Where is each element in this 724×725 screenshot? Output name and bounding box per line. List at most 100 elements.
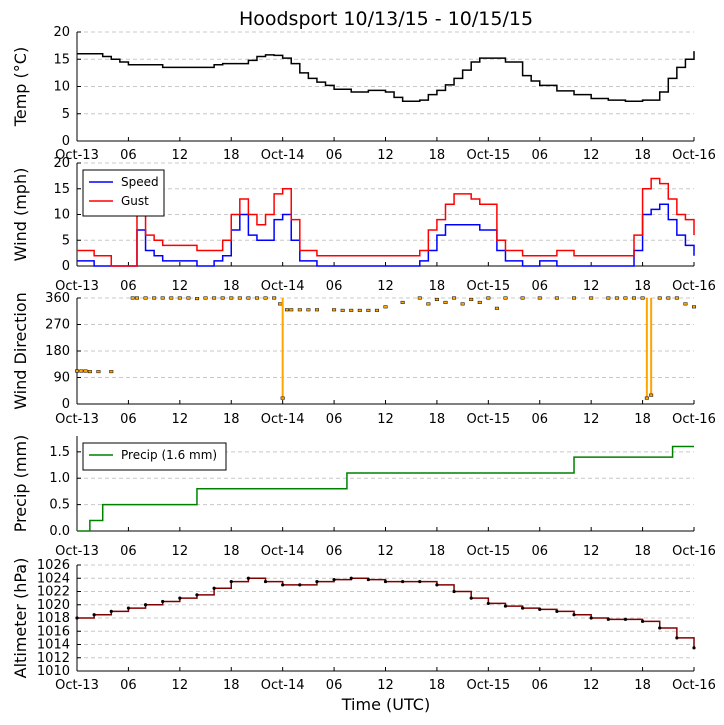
- altimeter-point: [332, 577, 336, 582]
- altimeter-xtick-label: Oct-14: [261, 678, 305, 693]
- precip-ytick-label: 0.5: [49, 498, 70, 513]
- altimeter-xtick-label: Oct-13: [55, 678, 99, 693]
- wind-ytick-label: 20: [53, 156, 70, 171]
- altimeter-xtick-label: 06: [326, 678, 343, 693]
- wind-xtick-label: 06: [326, 279, 343, 294]
- wind_dir-xtick-label: 18: [223, 412, 240, 427]
- wind-direction-point-fill: [195, 297, 199, 300]
- wind_dir-xtick-label: Oct-15: [466, 412, 510, 427]
- altimeter-point: [572, 613, 576, 617]
- wind-direction-point-fill: [658, 297, 662, 299]
- wind-xtick-label: 12: [583, 279, 600, 294]
- altimeter-xtick-label: 12: [377, 678, 394, 693]
- wind-panel: 0 5 10 15 20 Oct-13 06 12 18 Oct-14 06 12 18 Oct-15 06…: [11, 156, 716, 294]
- altimeter-point: [212, 586, 216, 590]
- wind-direction-point-fill: [521, 297, 525, 299]
- wind-direction-point-fill: [131, 297, 135, 299]
- wind-direction-point-fill: [285, 308, 289, 311]
- wind-direction-point-fill: [96, 370, 100, 373]
- temp-xtick-label: 12: [172, 148, 189, 163]
- altimeter-point: [263, 579, 268, 584]
- wind-direction-point-fill: [341, 309, 345, 312]
- wind-direction-point-fill: [418, 297, 422, 299]
- precip-ytick-label: 0.0: [49, 524, 70, 539]
- altimeter-point: [143, 603, 148, 607]
- wind_dir-xtick-label: Oct-16: [672, 412, 716, 427]
- wind_dir-ytick-label: 270: [45, 318, 70, 333]
- wind-direction-point-fill: [675, 297, 679, 299]
- wind-xtick-label: Oct-13: [55, 279, 99, 294]
- precip-ytick-label: 1.5: [49, 445, 70, 460]
- altimeter-xtick-label: 18: [429, 678, 446, 693]
- altimeter-point: [555, 609, 559, 613]
- wind_dir-ytick-label: 180: [45, 344, 70, 359]
- wind-y-axis-label: Wind (mph): [11, 168, 30, 262]
- wind-direction-point-fill: [401, 301, 405, 304]
- wind-direction-point-fill: [683, 302, 687, 305]
- altimeter-point: [246, 576, 250, 580]
- wind_dir-ytick-label: 360: [45, 291, 70, 306]
- altimeter-point: [623, 617, 628, 621]
- temp-panel: 0 5 10 15 20 Oct-13 06 12 18 Oct-14 06 12 18 Oct-15 06…: [11, 25, 716, 163]
- wind-series-gust: [77, 177, 695, 267]
- temp-xtick-label: Oct-15: [466, 148, 510, 163]
- wind-direction-point-fill: [641, 297, 645, 299]
- wind-direction-point-fill: [144, 297, 148, 299]
- altimeter-xtick-label: Oct-16: [672, 678, 716, 693]
- wind-direction-point-fill: [298, 308, 302, 311]
- wind-direction-point-fill: [375, 309, 379, 312]
- temp-xtick-label: 06: [326, 148, 343, 163]
- precip-legend-box: [82, 442, 227, 471]
- wind-direction-point-fill: [278, 302, 282, 305]
- temp-xtick-label: Oct-13: [55, 148, 99, 163]
- wind_dir-xtick-label: 06: [120, 412, 137, 427]
- wind-direction-point-fill: [435, 298, 439, 301]
- wind-direction-point-fill: [589, 297, 593, 299]
- temp-xtick-label: 06: [120, 148, 137, 163]
- wind-direction-point-fill: [255, 297, 259, 299]
- wind_dir-xtick-label: Oct-13: [55, 412, 99, 427]
- altimeter-ytick-label: 1022: [37, 585, 70, 600]
- wind-direction-point-fill: [538, 297, 542, 299]
- wind-direction-point-fill: [623, 297, 627, 299]
- wind-legend-label: Speed: [121, 175, 159, 189]
- wind-direction-point-fill: [264, 297, 268, 299]
- wind_dir-xtick-label: 12: [377, 412, 394, 427]
- wind-legend-box: [82, 169, 165, 217]
- altimeter-point: [315, 579, 319, 584]
- altimeter-point: [126, 606, 131, 610]
- wind-direction-point-fill: [169, 297, 173, 299]
- wind-direction-point-fill: [486, 297, 490, 299]
- precip-ytick-label: 1.0: [49, 471, 70, 486]
- wind_dir-xtick-label: 18: [634, 412, 651, 427]
- altimeter-point: [675, 636, 679, 640]
- wind-xtick-label: Oct-15: [466, 279, 510, 294]
- altimeter-point: [366, 577, 370, 582]
- altimeter-point: [606, 617, 610, 621]
- altimeter-point: [538, 607, 542, 611]
- temp-y-axis-label: Temp (°C): [11, 47, 30, 127]
- wind-ytick-label: 5: [62, 233, 70, 248]
- altimeter-point: [109, 609, 113, 613]
- altimeter-ytick-label: 1014: [37, 638, 70, 653]
- wind-direction-point-fill: [246, 297, 250, 299]
- wind-direction-point-fill: [79, 370, 83, 373]
- wind_dir-xtick-label: 12: [172, 412, 189, 427]
- altimeter-ytick-label: 1024: [37, 571, 70, 586]
- altimeter-xtick-label: Oct-15: [466, 678, 510, 693]
- wind-direction-point-fill: [186, 297, 190, 299]
- wind-direction-point-fill: [349, 309, 353, 312]
- wind-direction-point-fill: [238, 297, 242, 299]
- precip-xtick-label: 12: [583, 544, 600, 559]
- altimeter-ytick-label: 1020: [37, 598, 70, 613]
- altimeter-point: [401, 579, 405, 584]
- temp-xtick-label: 12: [377, 148, 394, 163]
- precip-xtick-label: Oct-15: [466, 544, 510, 559]
- altimeter-point: [418, 579, 422, 584]
- wind-direction-point-fill: [358, 309, 362, 312]
- altimeter-point: [298, 583, 302, 587]
- wind-direction-point-fill: [289, 308, 293, 311]
- altimeter-ytick-label: 1016: [37, 624, 70, 639]
- wind-xtick-label: 18: [223, 279, 240, 294]
